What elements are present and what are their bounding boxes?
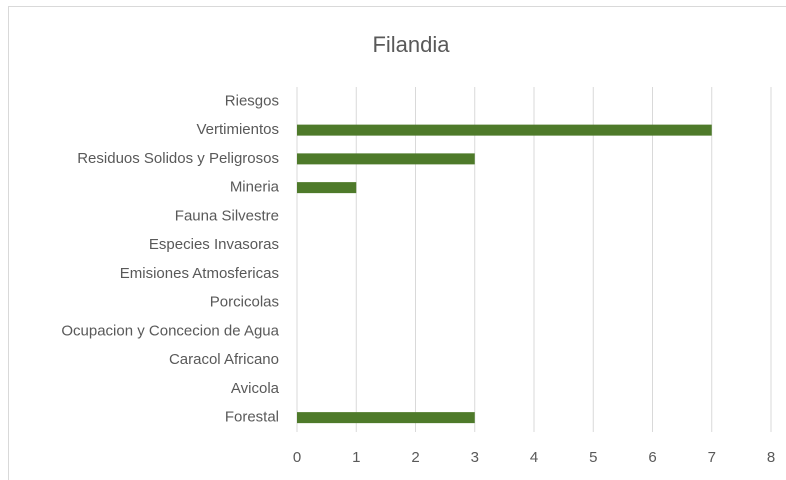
y-tick-label: Residuos Solidos y Peligrosos xyxy=(77,150,279,167)
bar xyxy=(297,412,475,424)
y-tick-label: Caracol Africano xyxy=(169,351,279,368)
y-tick-label: Avicola xyxy=(231,380,280,397)
x-tick-label: 7 xyxy=(708,449,716,466)
bar xyxy=(297,182,357,194)
x-tick-label: 5 xyxy=(589,449,597,466)
x-tick-label: 1 xyxy=(352,449,360,466)
chart-border xyxy=(8,6,786,480)
y-tick-label: Fauna Silvestre xyxy=(175,207,279,224)
y-tick-label: Emisiones Atmosfericas xyxy=(120,265,279,282)
y-tick-label: Vertimientos xyxy=(196,121,279,138)
chart-title: Filandia xyxy=(372,32,450,57)
x-tick-label: 8 xyxy=(767,449,775,466)
y-tick-label: Porcicolas xyxy=(210,294,279,311)
bar xyxy=(297,124,712,136)
x-tick-label: 6 xyxy=(648,449,656,466)
x-tick-label: 3 xyxy=(471,449,479,466)
y-tick-label: Ocupacion y Concecion de Agua xyxy=(61,322,279,339)
y-tick-label: Especies Invasoras xyxy=(149,236,279,253)
x-tick-label: 0 xyxy=(293,449,301,466)
x-tick-label: 4 xyxy=(530,449,538,466)
x-tick-label: 2 xyxy=(411,449,419,466)
bar xyxy=(297,153,475,165)
y-tick-label: Forestal xyxy=(225,409,279,426)
y-tick-label: Mineria xyxy=(230,179,280,196)
y-tick-label: Riesgos xyxy=(225,92,279,109)
